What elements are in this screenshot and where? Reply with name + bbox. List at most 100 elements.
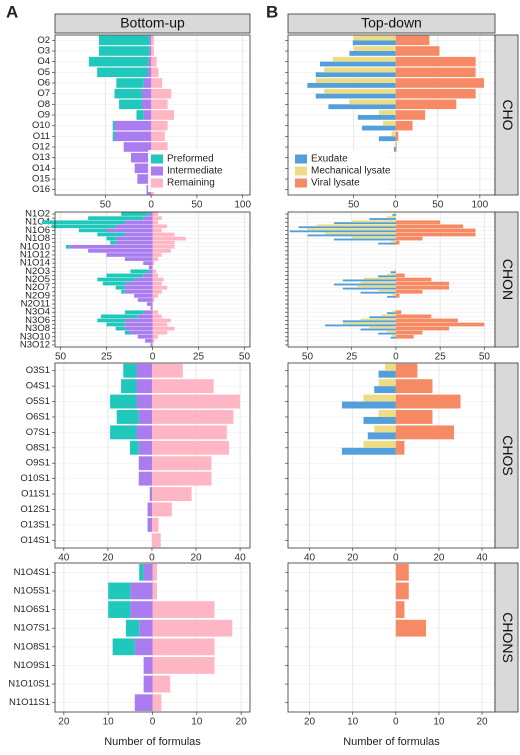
- y-tick-label: O13S1: [20, 519, 50, 530]
- bar: [130, 582, 153, 600]
- bar: [395, 78, 485, 88]
- y-tick-label: O10S1: [20, 473, 50, 484]
- bar: [151, 131, 165, 142]
- bar: [395, 281, 449, 286]
- bar: [395, 35, 430, 46]
- bar: [387, 273, 396, 276]
- bar: [307, 228, 396, 231]
- y-tick-label: O9S1: [26, 458, 50, 469]
- bar: [139, 563, 144, 581]
- x-tick-label: 0: [393, 352, 399, 363]
- bar: [102, 281, 125, 286]
- x-axis-title: Number of formulas: [343, 736, 440, 748]
- bar: [152, 273, 159, 278]
- x-tick-label: 40: [304, 553, 316, 564]
- y-tick-label: N1O8S1: [14, 641, 50, 652]
- bar: [363, 416, 396, 424]
- bar: [152, 675, 171, 693]
- bar: [353, 46, 396, 51]
- facet-strip-label: CHONS: [500, 612, 516, 663]
- x-tick-label: 40: [235, 553, 247, 564]
- bar: [151, 379, 214, 394]
- bar: [152, 240, 175, 245]
- x-tick-label: 10: [347, 717, 359, 728]
- bar: [123, 363, 137, 378]
- bar: [395, 220, 441, 225]
- bar: [51, 224, 116, 229]
- y-tick-label: N1O8: [25, 233, 50, 244]
- bar: [152, 281, 162, 286]
- y-tick-label: O5S1: [26, 396, 50, 407]
- bar: [116, 410, 139, 424]
- bar: [147, 517, 152, 532]
- bar: [88, 249, 153, 253]
- bar: [115, 240, 153, 245]
- bar: [151, 533, 161, 548]
- bar: [151, 99, 168, 110]
- bar: [395, 318, 458, 323]
- bar: [395, 56, 476, 67]
- bar: [152, 216, 162, 220]
- bar: [112, 120, 115, 131]
- y-tick-label: N1O14: [20, 258, 50, 269]
- bar: [395, 277, 432, 282]
- bar: [395, 619, 426, 637]
- y-tick-label: N1O2: [25, 209, 50, 220]
- bar: [392, 294, 396, 296]
- bar: [152, 224, 168, 229]
- bar: [134, 294, 153, 298]
- x-tick-label: 0: [393, 553, 399, 564]
- bar: [152, 253, 162, 257]
- bar: [88, 56, 149, 67]
- bar: [98, 46, 150, 56]
- bar: [395, 394, 461, 409]
- bar: [319, 61, 396, 67]
- bar: [342, 322, 396, 325]
- bar: [138, 410, 152, 424]
- facet-strip-label: CHON: [500, 259, 516, 300]
- x-tick-label: 0: [148, 200, 154, 211]
- bar: [121, 289, 125, 294]
- panel-border: [54, 362, 251, 549]
- bar: [152, 638, 215, 656]
- bar: [152, 228, 162, 233]
- bar: [97, 277, 135, 282]
- bar: [110, 425, 137, 440]
- bar: [147, 502, 152, 517]
- bar: [124, 289, 153, 294]
- bar: [145, 339, 153, 343]
- legend-label: Viral lysate: [311, 178, 360, 189]
- bar: [121, 212, 149, 216]
- bar: [395, 88, 476, 99]
- bar: [395, 410, 433, 424]
- bar: [148, 269, 153, 274]
- legend-label: Remaining: [167, 178, 215, 189]
- legend-label: Exudate: [311, 154, 348, 165]
- bar: [152, 249, 171, 253]
- bar: [152, 314, 162, 319]
- bar: [152, 694, 162, 712]
- bar: [387, 330, 396, 333]
- bar: [378, 110, 396, 115]
- bar: [395, 285, 449, 290]
- x-tick-label: 0: [150, 352, 156, 363]
- bar: [124, 322, 153, 327]
- y-tick-label: N1O11S1: [9, 697, 50, 708]
- bar: [98, 35, 150, 46]
- bar: [124, 220, 153, 225]
- bar: [378, 332, 396, 335]
- bar: [42, 220, 125, 225]
- bar: [342, 287, 396, 290]
- bar: [124, 330, 131, 335]
- bar: [152, 212, 159, 216]
- bar: [136, 110, 144, 120]
- y-tick-label: O4S1: [26, 381, 50, 392]
- panel-strip: [54, 13, 251, 34]
- y-tick-label: O9: [37, 110, 50, 121]
- y-tick-label: O2: [37, 35, 50, 46]
- y-tick-label: N3O10: [20, 331, 50, 342]
- bar: [392, 334, 396, 337]
- bar: [394, 269, 396, 272]
- x-tick-label: 20: [236, 717, 248, 728]
- bar: [315, 78, 396, 83]
